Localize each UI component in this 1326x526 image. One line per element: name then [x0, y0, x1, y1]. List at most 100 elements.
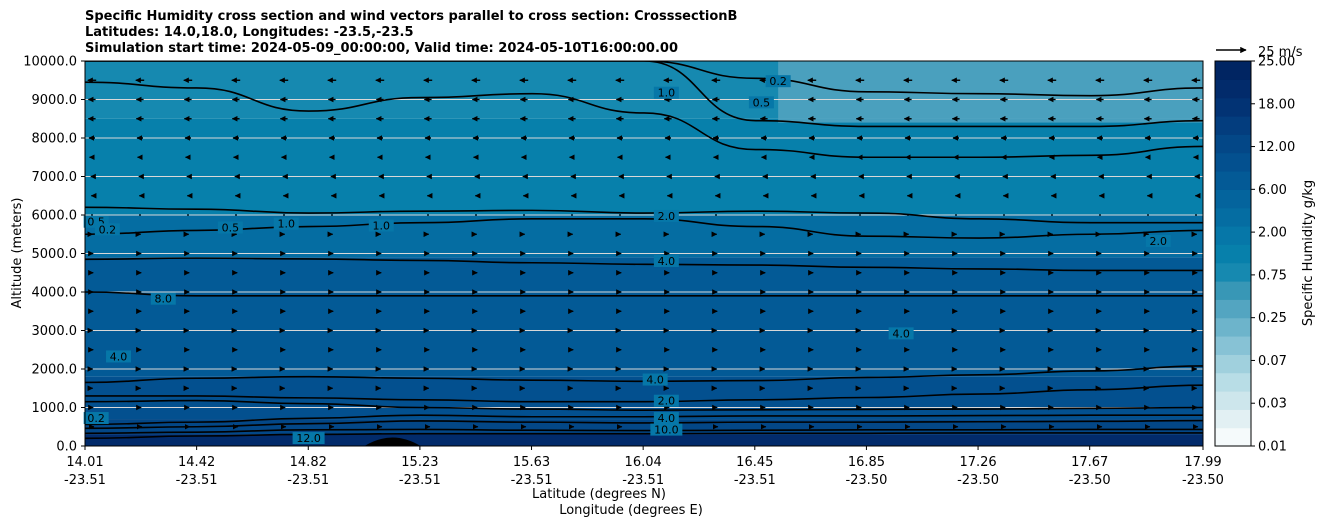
contour-line-2-0: [85, 206, 1203, 224]
chart-title-line-1: Specific Humidity cross section and wind…: [85, 9, 738, 24]
contour-lines: [85, 61, 1203, 440]
x-tick-label-lon: -23.51: [176, 473, 218, 488]
x-tick-label-lon: -23.50: [957, 473, 999, 488]
wind-key-label: 25 m/s: [1258, 45, 1303, 60]
colorbar-tick-label: 25.00: [1258, 55, 1295, 70]
x-axis-label-longitude: Longitude (degrees E): [559, 503, 703, 518]
contour-label-bg: [83, 412, 109, 425]
y-tick-label: 9000.0: [32, 93, 78, 108]
colorbar-segment: [1215, 317, 1251, 337]
contour-label-bg: [273, 217, 299, 230]
x-tick-label-lon: -23.50: [845, 473, 887, 488]
contour-label: 1.0: [658, 87, 676, 100]
x-tick-label-lat: 14.82: [290, 455, 327, 470]
contour-line-12-0: [85, 432, 1203, 440]
x-tick-label-lon: -23.51: [734, 473, 776, 488]
contour-label: 0.5: [753, 96, 771, 109]
colorbar-segment: [1215, 262, 1251, 282]
contour-label-bg: [748, 96, 774, 109]
contour-label: 1.0: [277, 218, 295, 231]
y-tick-label: 1000.0: [32, 401, 78, 416]
contour-label: 4.0: [110, 350, 128, 363]
colorbar-segment: [1215, 226, 1251, 245]
moist-surface-band: [85, 434, 1203, 446]
x-tick-label-lat: 14.01: [66, 455, 103, 470]
colorbar-tick-label: 6.00: [1258, 183, 1287, 198]
wind-vector-calm: [1147, 214, 1149, 216]
contour-label: 4.0: [646, 374, 664, 387]
x-tick-label-lat: 16.85: [848, 455, 885, 470]
x-tick-label-lat: 14.42: [178, 455, 215, 470]
contour-label: 4.0: [892, 327, 910, 340]
y-tick-label: 7000.0: [32, 170, 78, 185]
chart-title-line-2: Latitudes: 14.0,18.0, Longitudes: -23.5,…: [85, 25, 414, 40]
humidity-band: [85, 118, 1203, 215]
contour-line-8-0: [85, 414, 1203, 426]
contour-label: 2.0: [1150, 235, 1168, 248]
wind-vector-calm: [907, 214, 909, 216]
contour-label: 0.5: [222, 221, 240, 234]
wind-vector-calm: [475, 214, 477, 216]
wind-vector-calm: [523, 214, 525, 216]
wind-vector-calm: [331, 214, 333, 216]
colorbar-segment: [1215, 244, 1251, 264]
contour-labels: 1.0 0.5 0.2 2.0 4.0 0.5 1.0 1.0 8.0 4.0 4.0 2.0 4.0 2…: [83, 75, 1171, 445]
colorbar-tick-label: 0.07: [1258, 354, 1287, 369]
y-tick-label: 5000.0: [32, 247, 78, 262]
contour-label-bg: [650, 423, 683, 436]
contour-line-8-0: [85, 291, 1203, 297]
colorbar: 0.01 0.03 0.07 0.25 0.75 2.00 6.00 12.00 18.00 25…: [1214, 55, 1295, 455]
contour-label-bg: [888, 327, 914, 340]
contour-label: 0.2: [99, 223, 117, 236]
contour-label-bg: [653, 254, 679, 267]
contour-label-bg: [217, 221, 243, 234]
contour-label-bg: [653, 394, 679, 407]
colorbar-segment: [1215, 354, 1251, 374]
colorbar-segment: [1215, 281, 1251, 300]
contour-label-bg: [765, 75, 791, 88]
contour-label-bg: [106, 350, 132, 363]
y-tick-label: 0.0: [56, 440, 77, 455]
terrain-shape: [364, 437, 421, 446]
wind-vector-calm: [283, 214, 285, 216]
y-tick-label: 8000.0: [32, 132, 78, 147]
x-tick-label-lat: 16.04: [625, 455, 662, 470]
x-tick-label-lat: 15.23: [401, 455, 438, 470]
x-axis: 14.01 -23.51 14.42 -23.51 14.82 -23.51 15.23 -2…: [64, 446, 1224, 488]
contour-line-14-0: [85, 428, 1203, 435]
colorbar-tick-label: 0.75: [1258, 268, 1287, 283]
x-tick-label-lat: 17.99: [1184, 455, 1221, 470]
wind-vector-calm: [235, 214, 237, 216]
x-tick-label-lat: 15.63: [513, 455, 550, 470]
contour-label: 1.0: [373, 220, 391, 233]
wind-vector-calm: [379, 214, 381, 216]
colorbar-tick-label: 12.00: [1258, 140, 1295, 155]
contour-line-4-0: [85, 257, 1203, 272]
wind-vector-calm: [571, 214, 573, 216]
wind-vector-calm: [1051, 214, 1053, 216]
colorbar-tick-label: 0.03: [1258, 397, 1287, 412]
chart-title-line-3: Simulation start time: 2024-05-09_00:00:…: [85, 41, 678, 56]
x-tick-label-lat: 16.45: [736, 455, 773, 470]
wind-vectors: [87, 77, 1201, 430]
y-axis-label: Altitude (meters): [10, 198, 25, 309]
y-tick-label: 10000.0: [23, 55, 77, 70]
colorbar-segment: [1215, 61, 1251, 80]
y-axis: 0.0 1000.0 2000.0 3000.0 4000.0 5000.0 6000.0 7…: [23, 55, 85, 455]
contour-label: 2.0: [658, 395, 676, 408]
contour-label: 4.0: [658, 412, 676, 425]
contour-label: 0.2: [769, 75, 787, 88]
wind-vector-calm: [619, 214, 621, 216]
colorbar-tick-label: 0.25: [1258, 311, 1287, 326]
x-tick-label-lat: 17.67: [1071, 455, 1108, 470]
contour-label: 8.0: [155, 293, 173, 306]
humidity-fill: [85, 61, 1203, 446]
contour-label-bg: [150, 292, 176, 305]
wind-vector-calm: [715, 214, 717, 216]
contour-label: 0.2: [87, 412, 105, 425]
wind-vector-calm: [763, 214, 765, 216]
wind-vector-calm: [811, 214, 813, 216]
humidity-band: [85, 257, 1203, 377]
x-tick-label-lon: -23.51: [622, 473, 664, 488]
